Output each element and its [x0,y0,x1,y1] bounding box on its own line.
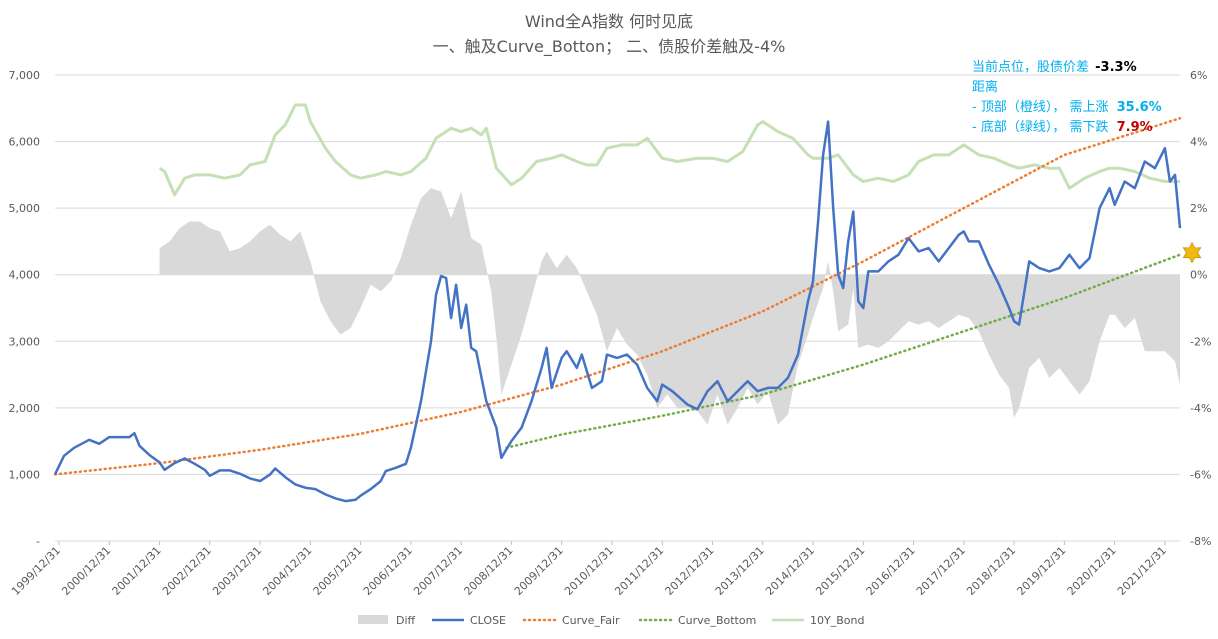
x-tick-label: 1999/12/31 [9,544,63,598]
x-tick-label: 2019/12/31 [1014,544,1068,598]
legend: Diff CLOSE Curve_Fair Curve_Bottom 10Y_Bond [358,614,864,627]
series-10y-bond [158,103,1180,197]
star-icon [1182,241,1202,264]
legend-label-curve-fair: Curve_Fair [562,614,620,627]
x-tick-label: 2013/12/31 [713,544,767,598]
y-right-tick-label: -6% [1190,468,1211,481]
legend-swatch-diff [358,615,388,624]
y-left-tick-label: - [36,535,40,548]
y-right-tick-label: 6% [1190,69,1207,82]
x-tick-label: 2018/12/31 [964,544,1018,598]
x-tick-label: 2010/12/31 [562,544,616,598]
x-tick-label: 2002/12/31 [160,544,214,598]
x-tick-label: 2008/12/31 [461,544,515,598]
annotation-line3-prefix: - 顶部（橙线）， 需上涨 [972,100,1108,115]
y-left-tick-label: 4,000 [9,269,41,282]
y-right-tick-label: 0% [1190,269,1207,282]
legend-label-diff: Diff [396,614,416,627]
x-tick-label: 2017/12/31 [914,544,968,598]
diff-area [159,188,1181,425]
series-close [53,120,1182,503]
y-right-tick-label: 2% [1190,202,1207,215]
x-tick-label: 2000/12/31 [59,544,113,598]
x-tick-label: 2014/12/31 [763,544,817,598]
annotation-line4-value: 7.9% [1117,120,1153,135]
annotation-line1-value: -3.3% [1095,60,1136,75]
diff-area-layer [159,188,1181,425]
y-left-tick-label: 1,000 [9,468,41,481]
y-left-tick-label: 3,000 [9,335,41,348]
x-tick-label: 2021/12/31 [1115,544,1169,598]
y-left-tick-label: 6,000 [9,136,41,149]
y-axis-left: - 1,000 2,000 3,000 4,000 5,000 6,000 7,000 [9,69,41,548]
svg-text:当前点位，股债价差 -3.3%: 当前点位，股债价差 -3.3% [972,59,1137,75]
annotation-box: 当前点位，股债价差 -3.3% 距离 - 顶部（橙线）， 需上涨 35.6% -… [972,59,1162,135]
x-tick-label: 2004/12/31 [260,544,314,598]
annotation-line4-prefix: - 底部（绿线）， 需下跌 [972,119,1108,135]
x-tick-label: 2020/12/31 [1065,544,1119,598]
legend-label-curve-bottom: Curve_Bottom [678,614,756,627]
y-left-tick-label: 2,000 [9,402,41,415]
y-left-tick-label: 7,000 [9,69,41,82]
svg-text:- 底部（绿线）， 需下跌 7.9%: - 底部（绿线）， 需下跌 7.9% [972,119,1153,135]
marker-layer [1182,241,1202,264]
x-tick-label: 2005/12/31 [311,544,365,598]
x-tick-label: 2001/12/31 [110,544,164,598]
series-curve-bottom [505,253,1182,450]
y-right-tick-label: 4% [1190,136,1207,149]
chart-title: Wind全A指数 何时见底 [525,12,693,31]
y-right-tick-label: -4% [1190,402,1211,415]
x-tick-label: 2006/12/31 [361,544,415,598]
x-tick-label: 2009/12/31 [512,544,566,598]
svg-text:- 顶部（橙线）， 需上涨 35.6%: - 顶部（橙线）， 需上涨 35.6% [972,100,1162,115]
annotation-line3-value: 35.6% [1117,100,1162,115]
annotation-line1-prefix: 当前点位，股债价差 [972,59,1089,75]
x-tick-label: 2015/12/31 [813,544,867,598]
legend-label-close: CLOSE [470,614,506,627]
y-axis-right: -8% -6% -4% -2% 0% 2% 4% 6% [1190,69,1211,548]
chart-subtitle: 一、触及Curve_Botton； 二、债股价差触及-4% [433,37,786,57]
y-right-tick-label: -8% [1190,535,1211,548]
series-curve-fair [53,117,1182,476]
y-right-tick-label: -2% [1190,335,1211,348]
x-tick-label: 2003/12/31 [210,544,264,598]
x-tick-label: 2007/12/31 [411,544,465,598]
x-tick-label: 2016/12/31 [864,544,918,598]
y-left-tick-label: 5,000 [9,202,41,215]
legend-label-10y-bond: 10Y_Bond [810,614,864,627]
annotation-line2: 距离 [972,79,998,95]
x-tick-label: 2012/12/31 [663,544,717,598]
x-axis: 1999/12/312000/12/312001/12/312002/12/31… [9,541,1169,598]
series-lines-layer [53,103,1182,503]
x-tick-label: 2011/12/31 [612,544,666,598]
